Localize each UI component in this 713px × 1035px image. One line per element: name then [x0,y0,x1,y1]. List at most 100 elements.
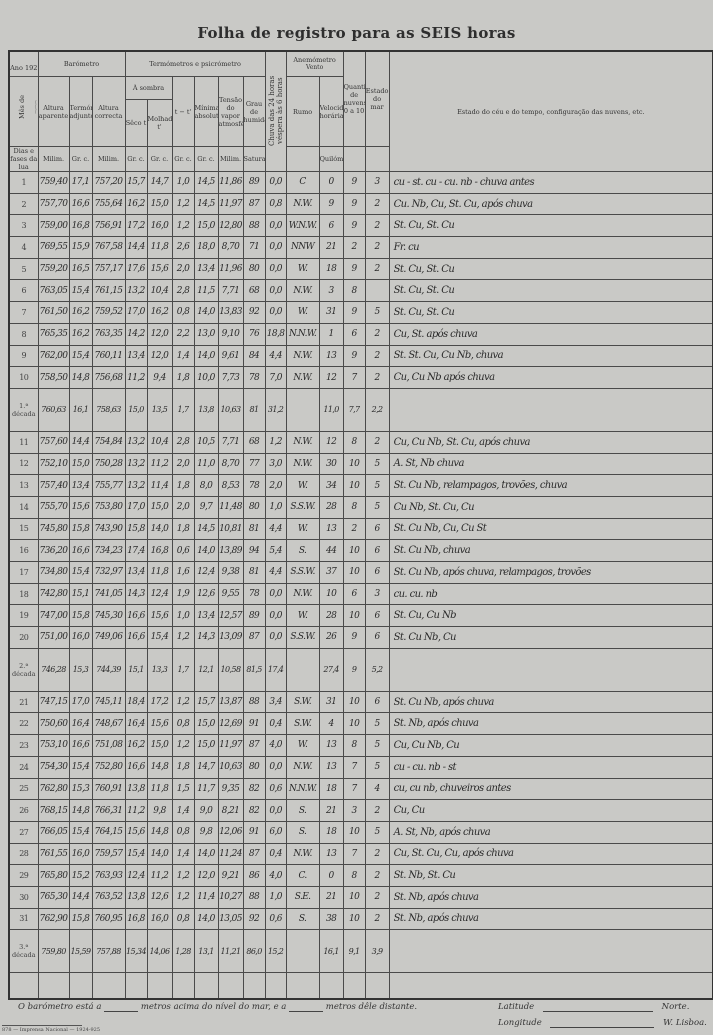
wet-temp-cell: 11,8 [146,236,173,259]
wind-speed-cell: 21 [318,885,344,909]
wind-direction-cell: S.S.W. [285,626,320,649]
rain-cell: 0,0 [264,604,287,628]
cloud-amount-cell: 10 [342,690,366,714]
dry-temp-cell: 14,4 [124,236,148,259]
day-number: 27 [8,820,39,844]
unit: Gr. c. [124,146,148,172]
wind-speed-cell: 44 [318,539,344,562]
temp-diff-cell: 1,7 [171,387,195,432]
temp-diff-cell: 1,0 [171,604,195,628]
cloud-amount-cell: 7 [342,842,366,866]
wind-speed-cell: 9 [318,192,344,216]
rain-cell: 0,0 [264,171,287,194]
cloud-amount-cell: 10 [342,885,366,909]
wind-speed-cell: 28 [318,604,344,628]
wind-speed-cell: 16,1 [318,929,344,974]
sky-description-cell: St. Cu Nb, após chuva [388,690,713,714]
humidity-cell: 87 [242,734,266,757]
table-row: 21 747,15 17,0 745,11 18,4 17,2 1,2 15,7 13,87 88… [8,690,713,714]
rain-cell: 4,4 [264,344,287,368]
minimum-temp-cell: 13,4 [193,604,219,628]
table-row: 6 763,05 15,4 761,15 13,2 10,4 2,8 11,5 7,71 68 0,… [8,279,713,303]
apparent-height-cell: 755,70 [37,495,70,519]
minimum-temp-cell: 13,0 [193,322,219,346]
sea-state-cell: 4 [364,777,390,801]
day-number: 2 [8,192,39,216]
dry-temp-cell: 16,6 [124,755,148,779]
corrected-height-cell: 734,23 [91,539,126,562]
wind-speed-cell: 12 [318,430,344,454]
table-row: 20 751,00 16,0 749,06 16,6 15,4 1,2 14,3 13,09 87… [8,626,713,649]
dry-temp-cell: 16,8 [124,907,148,931]
rain-cell: 15,2 [264,929,287,974]
wet-temp-cell: 13,3 [146,647,173,692]
table-row: 18 742,80 15,1 741,05 14,3 12,4 1,9 12,6 9,55 78 0… [8,582,713,606]
latitude-blank [542,1011,653,1012]
humidity-cell: 88 [242,690,266,714]
col-wet: Molhado t' [146,99,173,147]
humidity-cell: 88 [242,885,266,909]
minimum-temp-cell: 15,0 [193,734,219,757]
corrected-height-cell: 761,15 [91,279,126,303]
table-row: 2 757,70 16,6 755,64 16,2 15,0 1,2 14,5 11,97 87 0… [8,192,713,216]
attached-thermometer-cell: 15,4 [68,755,93,779]
dry-temp-cell: 16,4 [124,712,148,736]
corrected-height-cell: 758,63 [91,387,126,432]
sea-state-cell: 2 [364,799,390,822]
wind-direction-cell: S. [285,907,320,931]
attached-thermometer-cell: 15,6 [68,495,93,519]
minimum-temp-cell: 14,0 [193,344,219,368]
wet-temp-cell: 11,8 [146,777,173,801]
humidity-cell: 81 [242,387,266,432]
minimum-temp-cell: 14,0 [193,907,219,931]
attached-thermometer-cell: 16,5 [68,257,93,281]
rain-cell: 1,2 [264,430,287,454]
dry-temp-cell: 13,8 [124,885,148,909]
dry-temp-cell: 15,4 [124,842,148,866]
wind-speed-cell: 31 [318,690,344,714]
dry-temp-cell: 13,4 [124,561,148,584]
apparent-height-cell: 758,50 [37,366,70,389]
sea-header: Estado do mar [364,50,390,147]
corrected-height-cell: 748,67 [91,712,126,736]
humidity-cell: 80 [242,755,266,779]
sky-description-cell: St. Cu Nb, Cu [388,626,713,649]
day-number: 4 [8,236,39,259]
table-row: 17 734,80 15,4 732,97 13,4 11,8 1,6 12,4 9,38 81 4… [8,561,713,584]
sea-state-cell: 5 [364,755,390,779]
vapour-tension-cell: 9,35 [217,777,244,801]
clouds-header: Quantidade de nuvens 0 a 10 [342,50,366,147]
vapour-tension-cell: 11,86 [217,171,244,194]
corrected-height-cell: 744,39 [91,647,126,692]
cloud-amount-cell: 8 [342,734,366,757]
humidity-cell: 91 [242,712,266,736]
attached-thermometer-cell: 14,8 [68,366,93,389]
corrected-height-cell: 757,17 [91,257,126,281]
wind-direction-cell: W. [285,604,320,628]
sea-state-cell: 3 [364,582,390,606]
apparent-height-cell: 762,80 [37,777,70,801]
sea-state-cell: 6 [364,561,390,584]
sky-description-cell: St. Cu Nb, chuva [388,539,713,562]
cloud-amount-cell: 10 [342,452,366,476]
corrected-height-cell: 767,58 [91,236,126,259]
temp-diff-cell: 1,4 [171,842,195,866]
temp-diff-cell: 0,8 [171,301,195,324]
temp-diff-cell: 1,8 [171,755,195,779]
apparent-height-cell: 751,00 [37,626,70,649]
sky-description-cell: Cu, Cu Nb, Cu [388,734,713,757]
cloud-amount-cell: 9 [342,647,366,692]
humidity-cell: 81 [242,561,266,584]
temp-diff-cell: 2,6 [171,236,195,259]
wet-temp-cell: 16,0 [146,214,173,238]
table-row: 27 766,05 15,4 764,15 15,6 14,8 0,8 9,8 12,06 91 6… [8,820,713,844]
minimum-temp-cell: 14,0 [193,842,219,866]
attached-thermometer-cell: 14,4 [68,430,93,454]
apparent-height-cell: 769,55 [37,236,70,259]
vapour-tension-cell: 7,71 [217,430,244,454]
vapour-tension-cell: 12,80 [217,214,244,238]
vapour-tension-cell: 12,69 [217,712,244,736]
apparent-height-cell: 766,05 [37,820,70,844]
sky-description-cell: St. Cu Nb, após chuva, relampagos, trovõ… [388,561,713,584]
humidity-cell: 88 [242,214,266,238]
